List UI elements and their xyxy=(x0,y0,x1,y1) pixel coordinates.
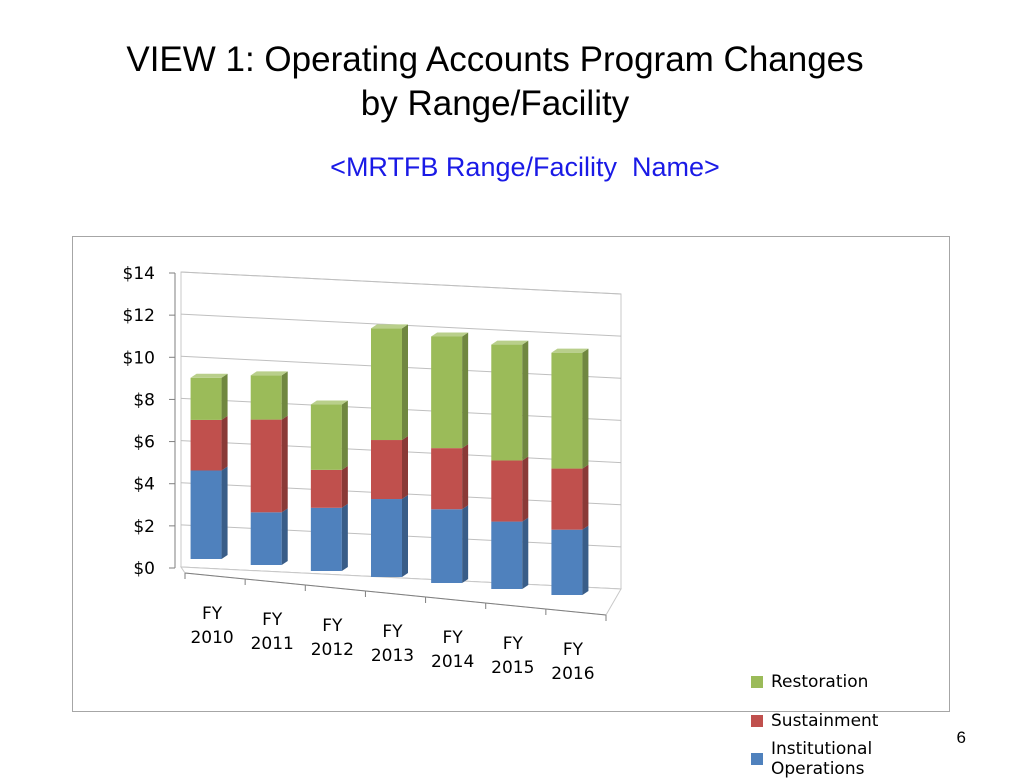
x-tick-label: FY 2013 xyxy=(371,622,414,666)
bar-top-6 xyxy=(551,348,589,353)
x-tick-label: FY 2016 xyxy=(551,640,594,684)
bar-side-sustainment-5 xyxy=(522,456,529,522)
bar-side-institutional-operations-1 xyxy=(281,508,288,565)
x-tick-label: FY 2015 xyxy=(491,634,534,678)
y-tick-label: $6 xyxy=(133,433,155,453)
y-tick-label: $0 xyxy=(133,559,155,579)
bar-side-institutional-operations-2 xyxy=(341,503,348,571)
legend-swatch xyxy=(751,753,763,766)
bar-institutional-operations-4 xyxy=(431,509,463,583)
legend-label: Sustainment xyxy=(771,710,879,731)
bar-side-institutional-operations-4 xyxy=(462,505,469,583)
x-tick-label: FY 2012 xyxy=(311,616,354,660)
bar-restoration-4 xyxy=(431,336,463,449)
bar-top-0 xyxy=(190,373,228,378)
bar-restoration-6 xyxy=(551,352,583,469)
legend-swatch xyxy=(751,676,763,689)
bar-side-restoration-3 xyxy=(402,324,408,441)
bar-side-restoration-2 xyxy=(341,400,348,470)
x-tick-label: FY 2010 xyxy=(190,604,233,648)
bar-institutional-operations-2 xyxy=(310,507,342,571)
bar-sustainment-5 xyxy=(491,460,523,522)
legend-item-restoration: Restoration xyxy=(751,663,949,702)
bar-side-institutional-operations-6 xyxy=(582,525,589,595)
slide-title-line-1: VIEW 1: Operating Accounts Program Chang… xyxy=(126,40,864,79)
bar-sustainment-6 xyxy=(551,468,583,530)
y-tick-label: $10 xyxy=(123,348,155,368)
bar-institutional-operations-5 xyxy=(491,521,523,589)
bar-institutional-operations-0 xyxy=(190,470,222,559)
chart-legend: Restoration Sustainment Institutional Oper… xyxy=(751,663,949,779)
bar-sustainment-2 xyxy=(310,469,342,508)
bar-side-restoration-0 xyxy=(221,373,228,420)
bar-restoration-5 xyxy=(491,344,523,461)
bar-top-5 xyxy=(491,340,529,345)
bar-sustainment-4 xyxy=(431,448,463,510)
y-tick-label: $8 xyxy=(133,390,155,410)
legend-item-institutional-operations: Institutional Operations xyxy=(751,739,949,779)
chart-frame: $0 $2 $4 $6 $8 $10 $12 $14 FY 2010 FY 2011 FY 2012 FY 2… xyxy=(72,236,950,779)
bar-side-restoration-6 xyxy=(582,348,589,469)
bar-side-sustainment-1 xyxy=(281,415,288,513)
bar-top-1 xyxy=(250,371,288,376)
bar-side-institutional-operations-0 xyxy=(221,466,228,559)
bar-side-sustainment-3 xyxy=(402,436,408,500)
stacked-column-chart: $0 $2 $4 $6 $8 $10 $12 $14 FY 2010 FY 2011 FY 2012 FY 2… xyxy=(123,264,622,684)
bar-institutional-operations-1 xyxy=(250,512,282,565)
chart-subtitle: <MRTFB Range/Facility Name> xyxy=(330,152,720,182)
bar-side-sustainment-6 xyxy=(582,464,589,530)
slide-title: VIEW 1: Operating Accounts Program Chang… xyxy=(0,38,990,126)
bar-top-2 xyxy=(310,400,348,405)
bar-side-institutional-operations-5 xyxy=(522,517,529,589)
legend-label: Institutional Operations xyxy=(771,739,873,779)
bar-top-4 xyxy=(431,332,469,337)
bar-restoration-2 xyxy=(310,404,342,470)
page-number: 6 xyxy=(956,728,966,747)
bar-sustainment-0 xyxy=(190,419,222,471)
bar-side-sustainment-0 xyxy=(221,415,228,471)
bar-side-restoration-4 xyxy=(462,332,469,449)
legend-item-sustainment: Sustainment xyxy=(751,702,949,741)
x-tick-label: FY 2014 xyxy=(431,628,474,672)
bar-side-restoration-1 xyxy=(281,371,288,420)
legend-swatch xyxy=(751,714,763,727)
x-tick-label: FY 2011 xyxy=(251,610,294,654)
bar-side-sustainment-2 xyxy=(341,465,348,508)
legend-label: Restoration xyxy=(771,672,869,693)
bar-side-institutional-operations-3 xyxy=(402,495,408,577)
bar-restoration-3 xyxy=(371,328,402,441)
bar-sustainment-1 xyxy=(250,419,282,513)
bar-restoration-1 xyxy=(250,375,282,420)
gridline xyxy=(180,271,622,295)
x-axis xyxy=(184,572,607,616)
slide-title-line-2: by Range/Facility xyxy=(360,84,630,123)
y-tick-label: $14 xyxy=(123,264,155,284)
y-tick-label: $12 xyxy=(123,306,155,326)
bar-sustainment-3 xyxy=(371,440,402,500)
bar-institutional-operations-3 xyxy=(371,499,402,577)
bar-restoration-0 xyxy=(190,377,222,420)
bar-top-3 xyxy=(371,324,408,329)
y-tick-label: $4 xyxy=(133,475,155,495)
bar-institutional-operations-6 xyxy=(551,529,583,595)
bar-side-sustainment-4 xyxy=(462,444,469,510)
y-tick-label: $2 xyxy=(133,517,155,537)
bar-side-restoration-5 xyxy=(522,340,529,461)
